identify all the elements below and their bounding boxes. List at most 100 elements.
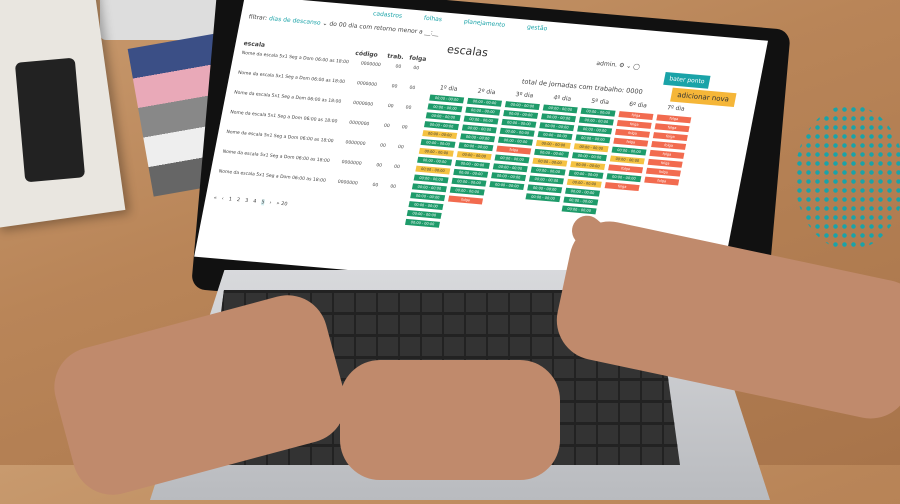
dia-com-select[interactable]: retorno (373, 24, 397, 34)
shift-cell-work[interactable]: 00:00 - 00:00 (561, 205, 597, 215)
shift-cell-off[interactable]: folga (652, 132, 688, 142)
shift-cell-off[interactable]: folga (608, 164, 644, 174)
shift-cell-partial[interactable]: 00:00 - 00:00 (415, 165, 451, 175)
shift-cell-partial[interactable]: 00:00 - 00:00 (422, 130, 458, 139)
shift-cell-work[interactable]: 00:00 - 00:00 (417, 156, 453, 166)
page-link[interactable]: « (213, 195, 218, 202)
shift-cell-off[interactable]: folga (647, 158, 683, 168)
shift-cell-off[interactable]: folga (618, 111, 654, 120)
shift-cell-work[interactable]: 00:00 - 00:00 (578, 116, 614, 126)
shift-cell-work[interactable]: 00:00 - 00:00 (451, 177, 487, 187)
col-trab[interactable]: trab. (386, 52, 405, 62)
shift-cell-work[interactable]: 00:00 - 00:00 (530, 166, 566, 176)
shift-cell-off[interactable]: folga (654, 123, 690, 133)
shift-cell-off[interactable]: folga (604, 182, 640, 192)
shift-cell-work[interactable]: 00:00 - 00:00 (503, 110, 539, 119)
shift-cell-work[interactable]: 00:00 - 00:00 (492, 163, 528, 173)
shift-cell-work[interactable]: 00:00 - 00:00 (606, 173, 642, 183)
shift-cell-off[interactable]: folga (616, 119, 652, 129)
page-link[interactable]: ‹ (221, 195, 225, 202)
nav-gestao[interactable]: gestão (526, 23, 548, 33)
shift-cell-work[interactable]: 00:00 - 00:00 (499, 127, 535, 137)
shift-cell-work[interactable]: 00:00 - 00:00 (458, 142, 494, 152)
shift-cell-work[interactable]: 00:00 - 00:00 (611, 146, 647, 156)
shift-cell-work[interactable]: 00:00 - 00:00 (497, 136, 533, 146)
shift-cell-partial[interactable]: 00:00 - 00:00 (566, 178, 602, 188)
shift-cell-work[interactable]: 00:00 - 00:00 (528, 175, 564, 185)
page-link[interactable]: 1 (228, 196, 233, 203)
menor-select[interactable]: menor (397, 26, 418, 36)
shift-cell-work[interactable]: 00:00 - 00:00 (491, 172, 527, 182)
page-link[interactable]: 5 (260, 199, 266, 206)
shift-cell-work[interactable]: 00:00 - 00:00 (429, 94, 465, 104)
shift-cell-work[interactable]: 00:00 - 00:00 (525, 193, 561, 203)
shift-cell-work[interactable]: 00:00 - 00:00 (534, 148, 570, 158)
shift-cell-work[interactable]: 00:00 - 00:00 (489, 181, 525, 190)
shift-cell-work[interactable]: 00:00 - 00:00 (565, 187, 601, 197)
shift-cell-partial[interactable]: 00:00 - 00:00 (570, 161, 606, 170)
nav-folhas[interactable]: folhas (423, 14, 443, 24)
shift-cell-work[interactable]: 00:00 - 00:00 (575, 134, 611, 144)
shift-cell-off[interactable]: folga (613, 137, 649, 147)
shift-cell-partial[interactable]: 00:00 - 00:00 (573, 143, 609, 153)
shift-cell-work[interactable]: 00:00 - 00:00 (467, 97, 503, 107)
shift-cell-work[interactable]: 00:00 - 00:00 (453, 168, 489, 178)
shift-cell-work[interactable]: 00:00 - 00:00 (423, 121, 459, 131)
shift-cell-work[interactable]: 00:00 - 00:00 (501, 118, 537, 128)
shift-cell-work[interactable]: 00:00 - 00:00 (454, 160, 490, 169)
shift-cell-work[interactable]: 00:00 - 00:00 (408, 201, 444, 211)
shift-cell-work[interactable]: 00:00 - 00:00 (537, 131, 573, 141)
page-link[interactable]: › (268, 199, 272, 207)
adicionar-nova-button[interactable]: adicionar nova (670, 87, 737, 108)
shift-cell-work[interactable]: 00:00 - 00:00 (413, 174, 449, 184)
shift-cell-work[interactable]: 00:00 - 00:00 (539, 122, 575, 132)
shift-cell-work[interactable]: 00:00 - 00:00 (563, 196, 599, 206)
shift-cell-work[interactable]: 00:00 - 00:00 (465, 106, 501, 116)
shift-cell-work[interactable]: 00:00 - 00:00 (463, 115, 499, 125)
shift-cell-work[interactable]: 00:00 - 00:00 (540, 113, 577, 123)
time-input[interactable]: __:__ (423, 28, 440, 37)
shift-cell-off[interactable]: folga (644, 176, 680, 186)
shift-cell-off[interactable]: folga (649, 149, 685, 159)
shift-cell-work[interactable]: 00:00 - 00:00 (494, 154, 530, 164)
shift-cell-work[interactable]: 00:00 - 00:00 (568, 169, 604, 179)
shift-cell-work[interactable]: 00:00 - 00:00 (406, 210, 442, 219)
shift-cell-partial[interactable]: 00:00 - 00:00 (418, 147, 454, 157)
page-link[interactable]: » 20 (275, 200, 288, 208)
col-folga[interactable]: folga (408, 54, 428, 64)
shift-cell-work[interactable]: 00:00 - 00:00 (542, 104, 578, 114)
col-codigo[interactable]: código (354, 49, 379, 59)
shift-cell-work[interactable]: 00:00 - 00:00 (577, 125, 613, 135)
shift-cell-partial[interactable]: 00:00 - 00:00 (535, 139, 571, 149)
shift-cell-off[interactable]: folga (645, 167, 681, 177)
shift-cell-work[interactable]: 00:00 - 00:00 (461, 124, 497, 134)
shift-cell-partial[interactable]: 00:00 - 00:00 (532, 157, 568, 167)
shift-cell-off[interactable]: folga (448, 195, 484, 205)
shift-cell-off[interactable]: folga (651, 141, 687, 150)
shift-cell-work[interactable]: 00:00 - 00:00 (420, 138, 456, 148)
do-select[interactable]: 00 (338, 21, 348, 29)
nav-planejamento[interactable]: planejamento (463, 18, 506, 29)
page-link[interactable]: 2 (236, 197, 241, 204)
shift-cell-partial[interactable]: 00:00 - 00:00 (456, 151, 492, 161)
shift-cell-work[interactable]: 00:00 - 00:00 (410, 192, 446, 202)
shift-cell-work[interactable]: 00:00 - 00:00 (504, 101, 540, 111)
shift-cell-work[interactable]: 00:00 - 00:00 (427, 103, 463, 113)
shift-cell-work[interactable]: 00:00 - 00:00 (580, 107, 616, 117)
shift-cell-off[interactable]: folga (496, 145, 532, 155)
page-link[interactable]: 3 (244, 197, 249, 205)
shift-cell-work[interactable]: 00:00 - 00:00 (411, 183, 447, 193)
shift-cell-work[interactable]: 00:00 - 00:00 (449, 186, 485, 196)
shift-cell-off[interactable]: folga (656, 114, 692, 124)
shift-cell-off[interactable]: folga (614, 128, 651, 138)
shift-cell-work[interactable]: 00:00 - 00:00 (460, 133, 496, 143)
page-link[interactable]: 4 (252, 198, 257, 205)
avatar[interactable]: ◯ (632, 63, 641, 71)
user-menu[interactable]: admin. ⚙ ⌄ ◯ (595, 59, 641, 71)
bater-ponto-button[interactable]: bater ponto (663, 71, 711, 89)
shift-cell-work[interactable]: 00:00 - 00:00 (425, 112, 461, 122)
shift-cell-partial[interactable]: 00:00 - 00:00 (609, 155, 645, 165)
shift-cell-work[interactable]: 00:00 - 00:00 (527, 184, 563, 194)
shift-cell-work[interactable]: 00:00 - 00:00 (571, 152, 607, 162)
shift-cell-work[interactable]: 00:00 - 00:00 (404, 218, 441, 228)
